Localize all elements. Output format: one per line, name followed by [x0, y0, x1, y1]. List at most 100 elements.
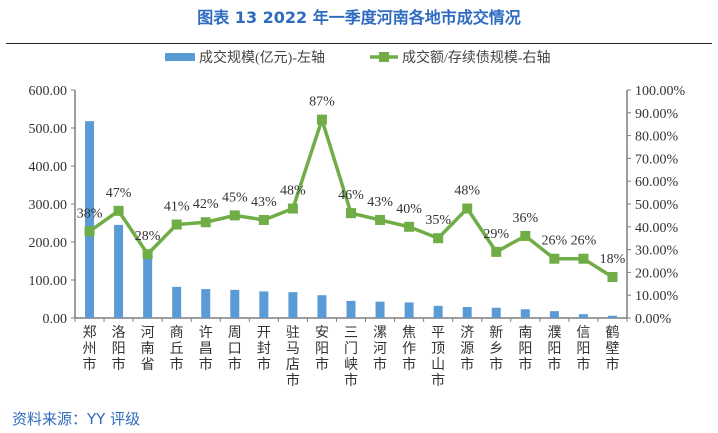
- x-tick-label: 市: [315, 356, 329, 373]
- data-label: 43%: [251, 195, 277, 210]
- legend-marker-line: [379, 52, 389, 62]
- x-tick-label: 南: [141, 341, 155, 357]
- data-label: 36%: [512, 211, 538, 226]
- x-tick-label: 市: [112, 356, 126, 373]
- x-tick-label: 作: [402, 341, 416, 357]
- legend-label-line: 成交额/存续债规模-右轴: [402, 49, 551, 66]
- x-tick-label: 市: [460, 356, 474, 373]
- x-tick-label: 信: [576, 325, 590, 341]
- right-tick-label: 20.00%: [635, 266, 679, 281]
- line-marker: [404, 221, 415, 232]
- x-tick-label: 阳: [112, 341, 126, 357]
- chart-title: 图表 13 2022 年一季度河南各地市成交情况: [197, 8, 521, 27]
- x-tick-label: 新: [489, 325, 503, 341]
- right-tick-label: 10.00%: [635, 289, 679, 304]
- x-tick-label: 漯: [373, 325, 387, 341]
- line-marker: [287, 203, 298, 214]
- right-tick-label: 30.00%: [635, 244, 679, 259]
- x-tick-label: 市: [228, 356, 242, 373]
- bar: [346, 300, 356, 318]
- x-tick-label: 昌: [199, 342, 213, 357]
- line-marker: [171, 219, 182, 230]
- right-tick-label: 0.00%: [635, 312, 672, 327]
- x-tick-label: 河: [373, 341, 387, 357]
- left-tick-label: 400.00: [29, 160, 68, 175]
- x-tick-label: 濮: [547, 325, 561, 341]
- line-marker: [578, 253, 589, 264]
- x-tick-label: 郑: [83, 325, 97, 341]
- x-tick-label: 省: [141, 357, 155, 373]
- data-label: 45%: [222, 190, 248, 205]
- line-marker: [549, 253, 560, 264]
- line-marker: [607, 271, 618, 282]
- x-tick-label: 源: [460, 341, 474, 357]
- title-divider: [6, 43, 712, 44]
- data-label: 28%: [135, 229, 161, 244]
- line-marker: [113, 205, 124, 216]
- bar: [230, 289, 240, 318]
- left-tick-label: 200.00: [29, 236, 68, 251]
- data-label: 87%: [309, 95, 335, 110]
- line-marker: [491, 246, 502, 257]
- x-tick-label: 市: [373, 356, 387, 373]
- bar: [491, 307, 501, 318]
- line-marker: [346, 208, 356, 219]
- bar: [433, 305, 443, 318]
- left-tick-label: 0.00: [43, 312, 68, 327]
- data-label: 26%: [542, 234, 568, 249]
- x-tick-label: 平: [431, 326, 445, 341]
- bar: [404, 302, 414, 318]
- line-marker: [375, 214, 386, 225]
- line-marker: [520, 230, 531, 241]
- x-tick-label: 市: [199, 356, 213, 373]
- x-tick-label: 店: [286, 357, 300, 373]
- x-tick-label: 周: [228, 326, 242, 341]
- legend-swatch-bar: [165, 53, 195, 61]
- x-tick-label: 焦: [402, 325, 416, 341]
- x-tick-label: 洛: [112, 325, 126, 341]
- left-tick-label: 600.00: [29, 84, 68, 99]
- x-tick-label: 峡: [344, 357, 358, 373]
- right-tick-label: 50.00%: [635, 198, 679, 213]
- x-tick-label: 市: [576, 356, 590, 373]
- bar: [317, 295, 327, 318]
- left-tick-label: 300.00: [29, 198, 68, 213]
- x-tick-label: 许: [199, 325, 213, 341]
- data-label: 48%: [280, 184, 306, 199]
- x-tick-label: 丘: [170, 341, 184, 357]
- bar: [114, 224, 124, 318]
- line-marker: [142, 249, 153, 260]
- x-tick-label: 市: [518, 356, 532, 373]
- source-note: 资料来源：YY 评级: [12, 410, 141, 428]
- x-tick-label: 市: [547, 356, 561, 373]
- x-tick-label: 乡: [489, 342, 503, 357]
- x-tick-label: 市: [286, 372, 300, 389]
- x-tick-label: 南: [518, 325, 532, 341]
- bar: [85, 121, 95, 318]
- bar: [172, 286, 182, 318]
- x-tick-label: 市: [170, 356, 184, 373]
- legend-label-bar: 成交规模(亿元)-左轴: [199, 49, 325, 66]
- right-tick-label: 90.00%: [635, 107, 679, 122]
- x-tick-label: 阳: [315, 341, 329, 357]
- x-tick-label: 门: [344, 341, 358, 357]
- left-tick-label: 100.00: [29, 274, 68, 289]
- right-tick-label: 100.00%: [635, 84, 686, 99]
- x-tick-label: 阳: [547, 341, 561, 357]
- x-tick-label: 山: [431, 357, 445, 373]
- x-tick-label: 市: [431, 372, 445, 389]
- bar: [578, 314, 588, 318]
- line-marker: [433, 233, 444, 244]
- data-label: 38%: [77, 206, 103, 221]
- data-label: 46%: [338, 188, 364, 203]
- bar: [201, 289, 211, 318]
- right-tick-label: 70.00%: [635, 152, 679, 167]
- data-label: 40%: [396, 202, 422, 217]
- x-tick-label: 河: [141, 325, 155, 341]
- x-tick-label: 三: [344, 326, 358, 341]
- x-tick-label: 市: [402, 356, 416, 373]
- bar: [520, 309, 530, 318]
- data-label: 29%: [483, 227, 509, 242]
- data-label: 48%: [454, 184, 480, 199]
